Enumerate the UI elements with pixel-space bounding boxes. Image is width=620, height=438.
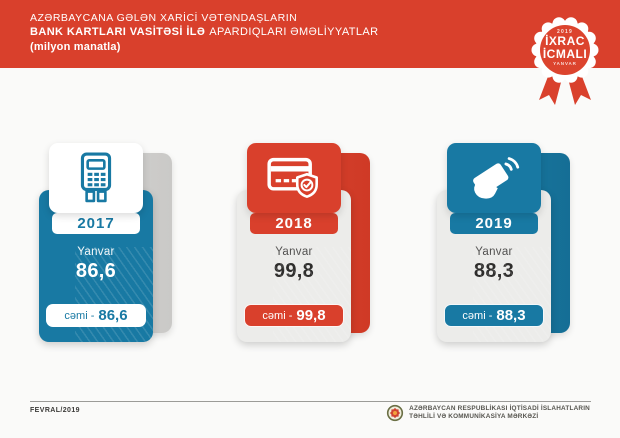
badge-text: 2019 İXRAC İCMALI YANVAR <box>528 29 602 66</box>
organization-line-1: AZƏRBAYCAN RESPUBLİKASI İQTİSADİ İSLAHAT… <box>409 404 590 412</box>
total-value: 99,8 <box>296 307 326 324</box>
rays-texture <box>75 247 153 342</box>
footer-divider <box>30 401 591 402</box>
total-value: 86,6 <box>98 307 128 324</box>
title-line-1: AZƏRBAYCANA GƏLƏN XARİCİ VƏTƏNDAŞLARIN <box>30 12 298 24</box>
rays-texture <box>473 247 551 342</box>
badge-year: 2019 <box>557 29 573 35</box>
year-card-2019: 2019 Yanvar 88,3 cəmi - 88,3 <box>428 133 603 348</box>
total-label: cəmi - <box>262 309 293 322</box>
year-card-2017: 2017 Yanvar 86,6 cəmi - 86,6 <box>30 133 205 348</box>
total-pill: cəmi - 86,6 <box>46 304 146 327</box>
card-front: 2019 Yanvar 88,3 cəmi - 88,3 <box>437 190 551 342</box>
state-emblem-icon <box>387 404 404 422</box>
year-label: 2018 <box>250 213 338 234</box>
pos-terminal-icon <box>49 143 143 213</box>
rosette-seal-icon <box>531 17 599 105</box>
badge-month: YANVAR <box>553 61 577 66</box>
year-card-2018: 2018 Yanvar 99,8 cəmi - 99,8 <box>228 133 403 348</box>
month-label: Yanvar <box>275 246 313 258</box>
total-label: cəmi - <box>64 309 95 322</box>
month-label: Yanvar <box>77 246 115 258</box>
month-label: Yanvar <box>475 246 513 258</box>
ixrac-icmali-badge: 2019 İXRAC İCMALI YANVAR <box>528 8 602 112</box>
page-title: AZƏRBAYCANA GƏLƏN XARİCİ VƏTƏNDAŞLARIN B… <box>30 11 378 55</box>
year-label: 2017 <box>52 213 140 234</box>
credit-card-shield-icon <box>247 143 341 213</box>
year-label: 2019 <box>450 213 538 234</box>
contactless-payment-icon <box>447 143 541 213</box>
total-pill: cəmi - 99,8 <box>244 304 344 327</box>
title-line-3: (milyon manatla) <box>30 41 121 53</box>
badge-line-1: İXRAC <box>545 34 585 48</box>
total-value: 88,3 <box>496 307 526 324</box>
badge-line-2: İCMALI <box>542 46 588 61</box>
card-front: 2018 Yanvar 99,8 cəmi - 99,8 <box>237 190 351 342</box>
total-label: cəmi - <box>462 309 493 322</box>
header-banner: AZƏRBAYCANA GƏLƏN XARİCİ VƏTƏNDAŞLARIN B… <box>0 0 620 68</box>
total-pill: cəmi - 88,3 <box>444 304 544 327</box>
month-value: 86,6 <box>75 260 117 282</box>
month-value: 99,8 <box>273 260 315 282</box>
title-line-2-rest: APARDIQLARI ƏMƏLİYYATLAR <box>209 26 379 38</box>
footer-date: FEVRAL/2019 <box>30 407 80 414</box>
title-line-2-bold: BANK KARTLARI VASİTƏSİ İLƏ <box>30 26 206 38</box>
organization-line-2: TƏHLİLİ VƏ KOMMUNİKASİYA MƏRKƏZİ <box>409 413 539 420</box>
organization-name: AZƏRBAYCAN RESPUBLİKASI İQTİSADİ İSLAHAT… <box>409 405 590 422</box>
rays-texture <box>273 247 351 342</box>
footer-organization: AZƏRBAYCAN RESPUBLİKASI İQTİSADİ İSLAHAT… <box>386 404 590 422</box>
title-line-2: BANK KARTLARI VASİTƏSİ İLƏ APARDIQLARI ƏM… <box>30 25 378 40</box>
card-front: 2017 Yanvar 86,6 cəmi - 86,6 <box>39 190 153 342</box>
month-value: 88,3 <box>473 260 515 282</box>
